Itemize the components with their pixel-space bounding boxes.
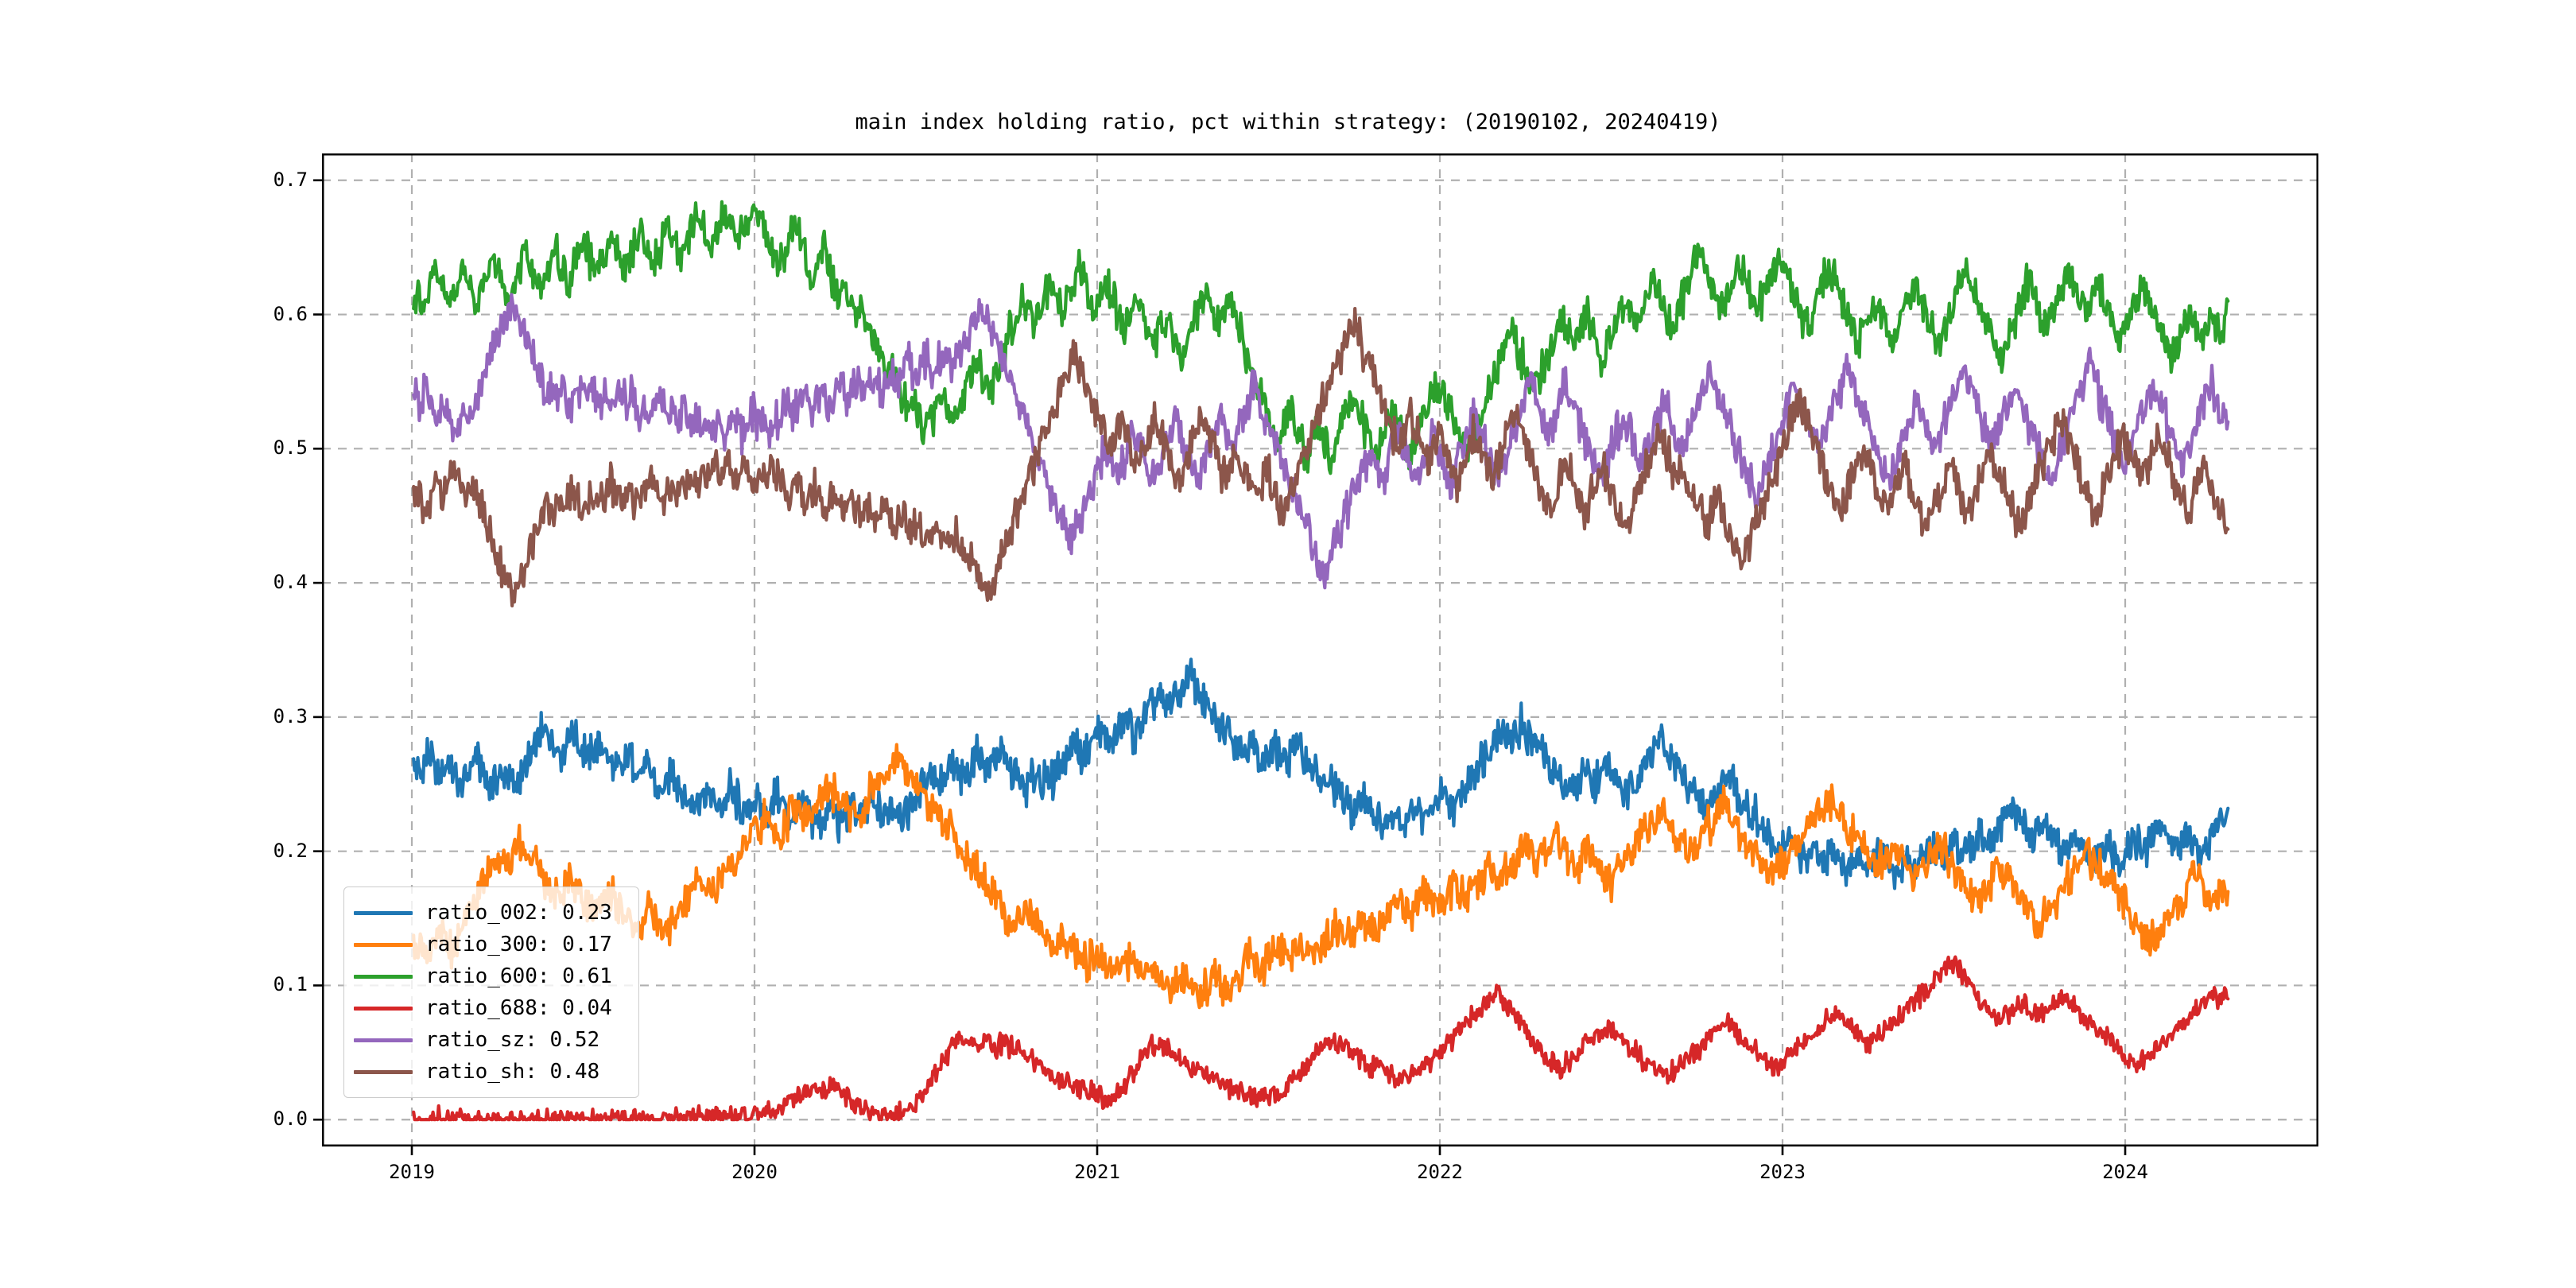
legend-item-ratio_300[interactable]: ratio_300: 0.17 — [354, 929, 627, 960]
plot-area — [322, 153, 2318, 1146]
legend-label: ratio_002: 0.23 — [425, 901, 612, 925]
x-tick-label: 2020 — [731, 1161, 778, 1183]
y-tick-label: 0.0 — [273, 1108, 308, 1131]
legend-label: ratio_sz: 0.52 — [425, 1028, 600, 1052]
legend-item-ratio_002[interactable]: ratio_002: 0.23 — [354, 897, 627, 929]
chart-title: main index holding ratio, pct within str… — [855, 110, 1721, 134]
legend-label: ratio_300: 0.17 — [425, 933, 612, 956]
legend-color-swatch — [354, 942, 413, 947]
chart-legend[interactable]: ratio_002: 0.23 ratio_300: 0.17 ratio_600:… — [343, 886, 639, 1098]
y-tick-label: 0.4 — [273, 571, 308, 594]
legend-item-ratio_sh[interactable]: ratio_sh: 0.48 — [354, 1056, 627, 1088]
y-tick-label: 0.7 — [273, 168, 308, 191]
series-line-ratio_sh — [412, 307, 2230, 607]
gridlines — [322, 153, 2318, 1146]
legend-label: ratio_688: 0.04 — [425, 996, 612, 1020]
x-tick-label: 2021 — [1074, 1161, 1120, 1183]
series-lines — [412, 200, 2230, 1122]
series-line-ratio_688 — [412, 955, 2230, 1122]
series-line-ratio_002 — [412, 658, 2230, 890]
series-line-ratio_sz — [412, 293, 2230, 590]
x-tick-label: 2019 — [389, 1161, 435, 1183]
legend-item-ratio_sz[interactable]: ratio_sz: 0.52 — [354, 1024, 627, 1056]
x-tick-label: 2022 — [1417, 1161, 1463, 1183]
legend-color-swatch — [354, 910, 413, 915]
legend-color-swatch — [354, 974, 413, 979]
legend-color-swatch — [354, 1038, 413, 1042]
axes-frame — [322, 153, 2318, 1146]
legend-color-swatch — [354, 1069, 413, 1074]
line-chart-svg — [322, 153, 2318, 1146]
legend-color-swatch — [354, 1006, 413, 1011]
y-tick-label: 0.3 — [273, 704, 308, 727]
x-tick-label: 2023 — [1759, 1161, 1806, 1183]
y-tick-label: 0.6 — [273, 302, 308, 325]
legend-item-ratio_600[interactable]: ratio_600: 0.61 — [354, 960, 627, 992]
legend-label: ratio_sh: 0.48 — [425, 1060, 600, 1084]
y-tick-label: 0.2 — [273, 839, 308, 862]
legend-item-ratio_688[interactable]: ratio_688: 0.04 — [354, 992, 627, 1024]
series-line-ratio_300 — [412, 743, 2230, 1010]
y-tick-label: 0.1 — [273, 973, 308, 996]
x-tick-label: 2024 — [2102, 1161, 2148, 1183]
legend-label: ratio_600: 0.61 — [425, 964, 612, 988]
y-tick-label: 0.5 — [273, 436, 308, 460]
series-line-ratio_600 — [412, 200, 2230, 475]
